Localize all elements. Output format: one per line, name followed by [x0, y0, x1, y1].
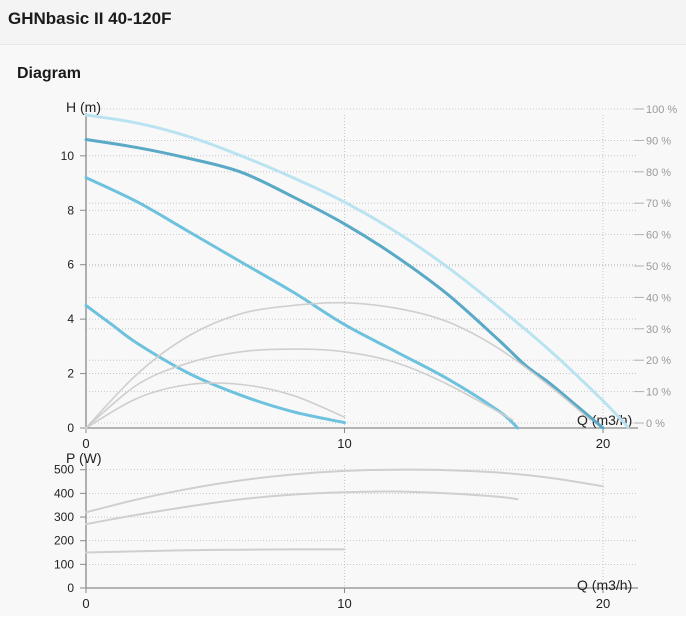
y-axis-label: P (W)	[66, 450, 102, 466]
head-curve	[84, 304, 346, 425]
y-tick-label: 200	[54, 534, 74, 548]
y-tick-label: 0	[67, 421, 74, 435]
x-tick-label: 10	[337, 596, 351, 611]
power-curve	[85, 468, 604, 514]
x-tick-label: 20	[596, 436, 610, 451]
title-bar: GHNbasic II 40-120F	[0, 0, 686, 45]
pct-tick-label: 60 %	[646, 230, 671, 242]
pct-tick-label: 40 %	[646, 292, 671, 304]
y-tick-label: 8	[67, 203, 74, 217]
x-tick-label: 20	[596, 596, 610, 611]
x-tick-label: 0	[82, 596, 89, 611]
head-curve	[84, 176, 520, 430]
y-tick-label: 6	[67, 258, 74, 272]
y-tick-label: 0	[67, 581, 74, 595]
x-tick-label: 0	[82, 436, 89, 451]
y-tick-label: 2	[67, 367, 74, 381]
pct-tick-label: 100 %	[646, 104, 677, 116]
y-tick-label: 400	[54, 486, 74, 500]
y-tick-label: 500	[54, 463, 74, 477]
y-tick-label: 300	[54, 510, 74, 524]
x-tick-label: 10	[337, 436, 351, 451]
power-curve	[85, 548, 346, 554]
page-title: GHNbasic II 40-120F	[8, 9, 172, 28]
efficiency-curve-max	[84, 113, 631, 430]
efficiency-curve	[85, 301, 591, 429]
pct-tick-label: 50 %	[646, 261, 671, 273]
pct-tick-label: 80 %	[646, 167, 671, 179]
efficiency-curve	[85, 348, 514, 429]
pump-charts: 0 % 10 % 20 % 30 % 40 % 50 % 60 % 70 % 80 % 90 % 1…	[54, 99, 678, 611]
pct-tick-label: 30 %	[646, 324, 671, 336]
pct-tick-label: 70 %	[646, 198, 671, 210]
chart-area: 0 % 10 % 20 % 30 % 40 % 50 % 60 % 70 % 80 % 90 % 1…	[0, 45, 686, 616]
efficiency-curve	[85, 382, 346, 429]
head-curve-max	[84, 138, 605, 430]
section-title: Diagram	[17, 65, 82, 82]
head-chart: 0 % 10 % 20 % 30 % 40 % 50 % 60 % 70 % 80 % 90 % 1…	[61, 99, 678, 451]
y-tick-label: 4	[67, 312, 74, 326]
pct-tick-label: 0 %	[646, 418, 665, 430]
power-curve	[85, 490, 519, 526]
y-tick-label: 100	[54, 557, 74, 571]
pct-tick-label: 10 %	[646, 387, 671, 399]
y-tick-label: 10	[61, 149, 75, 163]
diagram-panel: Diagram	[0, 45, 686, 616]
pct-tick-label: 90 %	[646, 135, 671, 147]
pct-tick-label: 20 %	[646, 355, 671, 367]
power-chart: 0 100 200 300 400 500 0 10 20 P (W) Q (m3/h)	[54, 450, 638, 611]
x-axis-label: Q (m3/h)	[577, 577, 632, 593]
y-axis-label: H (m)	[66, 99, 101, 115]
